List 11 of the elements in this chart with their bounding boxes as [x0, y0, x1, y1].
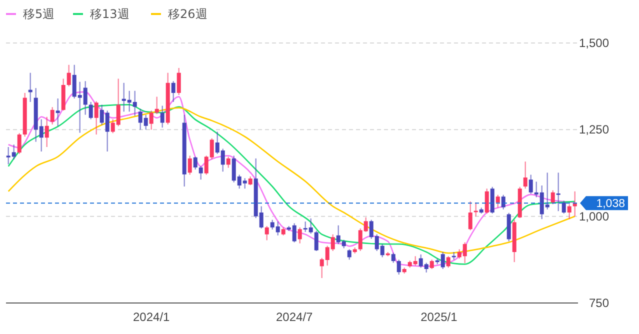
y-tick-label: 1,000 — [578, 209, 610, 224]
y-tick-label: 750 — [588, 296, 610, 310]
x-tick-label: 2024/7 — [276, 310, 314, 324]
x-tick-label: 2025/1 — [420, 310, 458, 324]
x-tick-label: 2024/1 — [133, 310, 170, 324]
y-tick-label: 1,250 — [578, 122, 610, 137]
legend-label: 移5週 — [23, 7, 55, 21]
legend-label: 移26週 — [168, 7, 208, 21]
ref-line-label: 1,038 — [596, 198, 625, 210]
y-tick-label: 1,500 — [578, 36, 610, 50]
legend-label: 移13週 — [90, 7, 130, 21]
